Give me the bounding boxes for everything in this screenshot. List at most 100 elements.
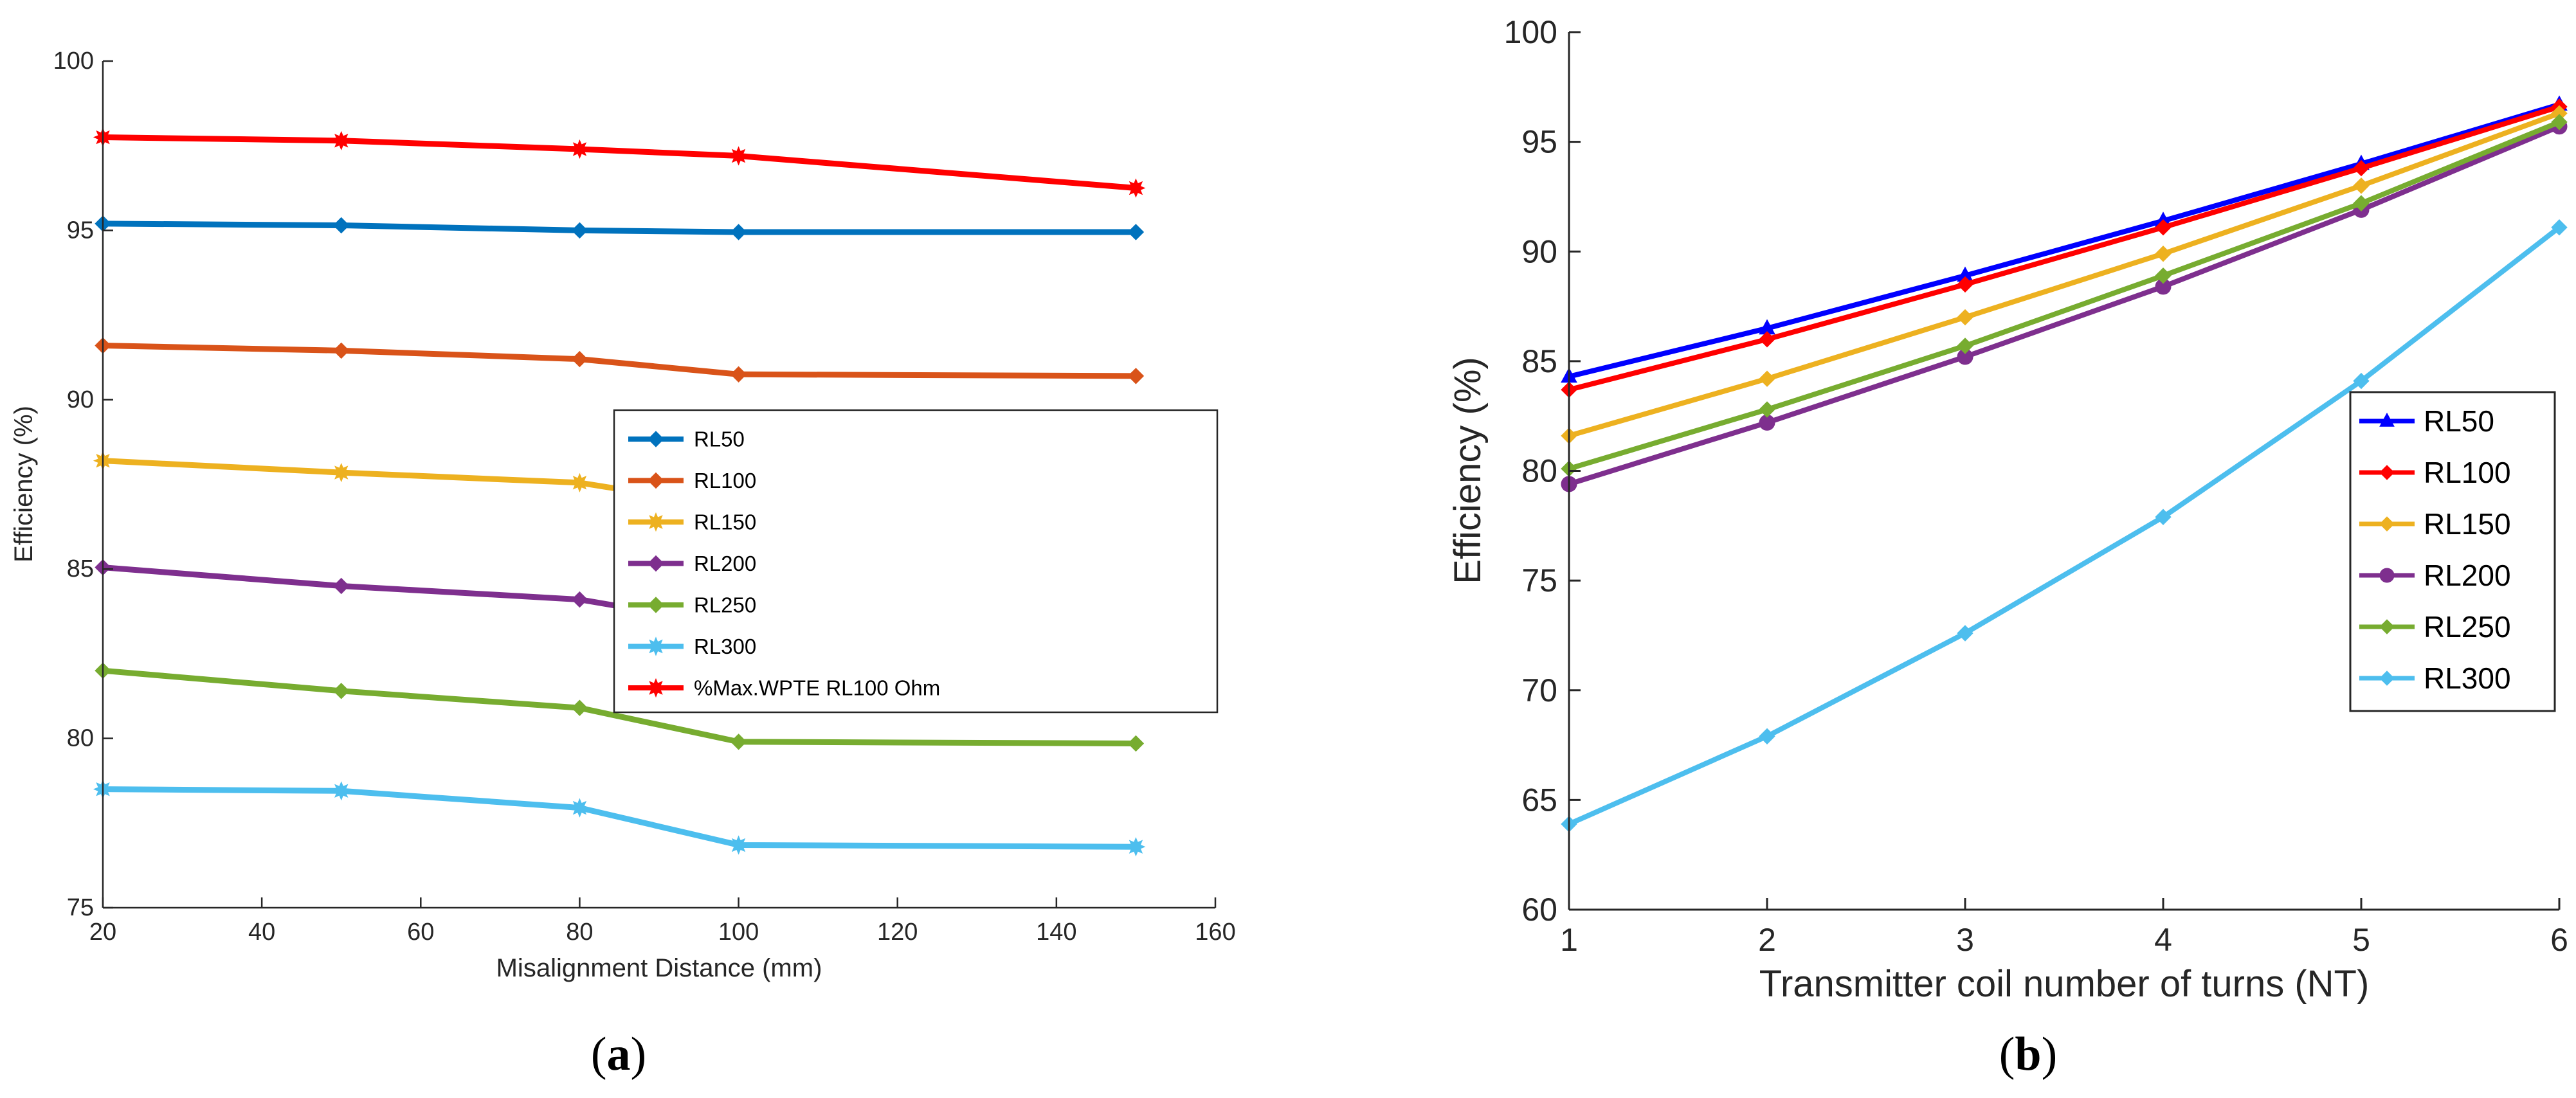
chart-b-series-rl250 [1561, 114, 2568, 477]
chart-a-y-tick-label: 80 [67, 725, 94, 752]
chart-b-series-line-rl100 [1566, 104, 2562, 393]
chart-b-x-tick-label: 5 [2352, 922, 2370, 958]
chart-b-legend-entry: RL200 [2359, 559, 2511, 592]
chart-a-x-tick-label: 40 [248, 919, 275, 946]
chart-b-data-point [1759, 331, 1775, 348]
chart-b-data-point [2551, 219, 2568, 236]
chart-a-panel-letter: a [607, 1028, 631, 1081]
chart-b-x-tick-label: 4 [2154, 922, 2172, 958]
chart-a-legend-marker [646, 636, 666, 656]
chart-b-data-point [1759, 370, 1775, 387]
chart-a-data-point [729, 146, 748, 166]
chart-a-data-point [570, 473, 590, 493]
chart-b-data-point [2155, 245, 2172, 262]
chart-a: 20 40 60 80 100 120 140 160 75 80 85 90 95 100 Misali… [10, 48, 1236, 1081]
chart-b-series-line-rl250 [1566, 119, 2562, 472]
chart-a-data-point [729, 835, 748, 855]
chart-b-panel-letter: b [2015, 1028, 2041, 1081]
chart-b-data-point [2353, 195, 2370, 212]
chart-a-legend-label: RL100 [694, 469, 756, 492]
chart-b-legend: RL50 RL100 RL150 RL200 RL250 RL300 [2349, 391, 2556, 712]
chart-b-data-point [1759, 401, 1775, 418]
chart-a-data-point [730, 366, 747, 383]
chart-b-legend-label: RL300 [2424, 662, 2511, 695]
chart-b-series-line-rl50 [1566, 102, 2562, 379]
chart-a-data-point [1127, 224, 1145, 240]
chart-b-y-axis-label: Efficiency (%) [1447, 357, 1489, 584]
chart-b-legend-label: RL150 [2424, 507, 2511, 541]
chart-a-data-point [332, 577, 350, 595]
chart-b-data-point [1759, 728, 1775, 745]
chart-b-legend-label: RL250 [2424, 610, 2511, 644]
chart-b-x-tick-label: 3 [1956, 922, 1974, 958]
chart-a-data-point [571, 591, 588, 608]
chart-a-legend-entry: RL300 [628, 634, 756, 658]
chart-b-data-point [1957, 276, 1973, 293]
chart-b-y-tick-label: 90 [1521, 233, 1557, 269]
chart-a-x-tick-label: 120 [877, 919, 918, 946]
chart-b-legend-entry: RL100 [2359, 456, 2511, 489]
chart-b-legend-marker [2379, 568, 2395, 583]
chart-a-series-rl300 [93, 779, 1146, 857]
chart-b-y-tick-label: 60 [1521, 892, 1557, 928]
chart-a-legend-marker [648, 472, 664, 489]
chart-a-data-point [332, 342, 350, 359]
chart-a-legend-label: RL150 [694, 510, 756, 534]
chart-b-data-point [2551, 114, 2568, 130]
chart-b-data-point [2353, 177, 2370, 194]
chart-b-series-line-rl150 [1566, 111, 2562, 438]
chart-b-data-point [2155, 219, 2172, 236]
chart-a-data-point [1126, 837, 1146, 857]
chart-a-x-tick-label: 160 [1195, 919, 1235, 946]
chart-a-data-point [730, 224, 747, 240]
chart-b-legend-entry: RL300 [2359, 662, 2511, 695]
chart-b-y-tick-label: 95 [1521, 124, 1557, 160]
chart-b-x-tick-label: 6 [2550, 922, 2568, 958]
chart-a-series-rl100 [95, 337, 1145, 384]
chart-a-legend-label: RL250 [694, 593, 756, 617]
chart-b-series-line-rl300 [1566, 224, 2562, 827]
chart-a-data-point [570, 798, 590, 818]
chart-b-y-tick-label: 80 [1521, 453, 1557, 489]
chart-a-x-tick-label: 80 [566, 919, 593, 946]
chart-b-legend-label: RL50 [2424, 404, 2494, 438]
chart-b-data-point [2155, 267, 2172, 284]
chart-a-data-point [1126, 178, 1146, 198]
chart-b-data-point [1957, 625, 1973, 642]
chart-a-data-point [331, 781, 351, 801]
chart-b-legend-entry: RL50 [2359, 404, 2494, 438]
chart-a-legend: RL50 RL100 RL150 RL200 RL250 RL300 %Max.WPTE R… [613, 409, 1219, 714]
chart-b-y-tick-label: 85 [1521, 343, 1557, 379]
chart-a-data-point [1127, 368, 1145, 384]
chart-a-x-tick-label: 60 [407, 919, 434, 946]
chart-a-legend-entry: RL50 [628, 428, 745, 451]
chart-a-y-axis-label: Efficiency (%) [10, 406, 38, 562]
chart-a-y-tick-label: 75 [67, 894, 94, 921]
chart-a-data-point [730, 734, 747, 750]
chart-b-data-point [1957, 309, 1973, 326]
chart-a-legend-entry: %Max.WPTE RL100 Ohm [628, 676, 940, 700]
chart-b-x-tick-label: 2 [1758, 922, 1776, 958]
chart-a-panel-label: (a) [591, 1028, 646, 1081]
chart-a-legend-entry: RL100 [628, 469, 756, 492]
chart-b-data-point [2155, 509, 2172, 525]
chart-b-legend-label: RL200 [2424, 559, 2511, 592]
chart-a-legend-label: %Max.WPTE RL100 Ohm [694, 676, 940, 700]
chart-a-data-point [571, 222, 588, 239]
chart-b-legend-marker [2379, 465, 2395, 480]
chart-a-y-tick-label: 85 [67, 555, 94, 582]
chart-b-legend-entry: RL250 [2359, 610, 2511, 644]
chart-a-x-tick-label: 20 [89, 919, 116, 946]
chart-a-data-point [571, 699, 588, 716]
chart-b-series-line-rl200 [1566, 123, 2562, 487]
chart-a-legend-entry: RL200 [628, 552, 756, 575]
chart-a-series-rl50 [95, 215, 1145, 240]
chart-a-series-rl250 [95, 662, 1145, 752]
chart-a-legend-marker [648, 431, 664, 447]
chart-b-legend-entry: RL150 [2359, 507, 2511, 541]
chart-a-panel-open: ( [591, 1028, 607, 1081]
chart-a-data-point [571, 350, 588, 368]
chart-a-legend-marker [648, 597, 664, 613]
chart-a-legend-label: RL50 [694, 428, 745, 451]
